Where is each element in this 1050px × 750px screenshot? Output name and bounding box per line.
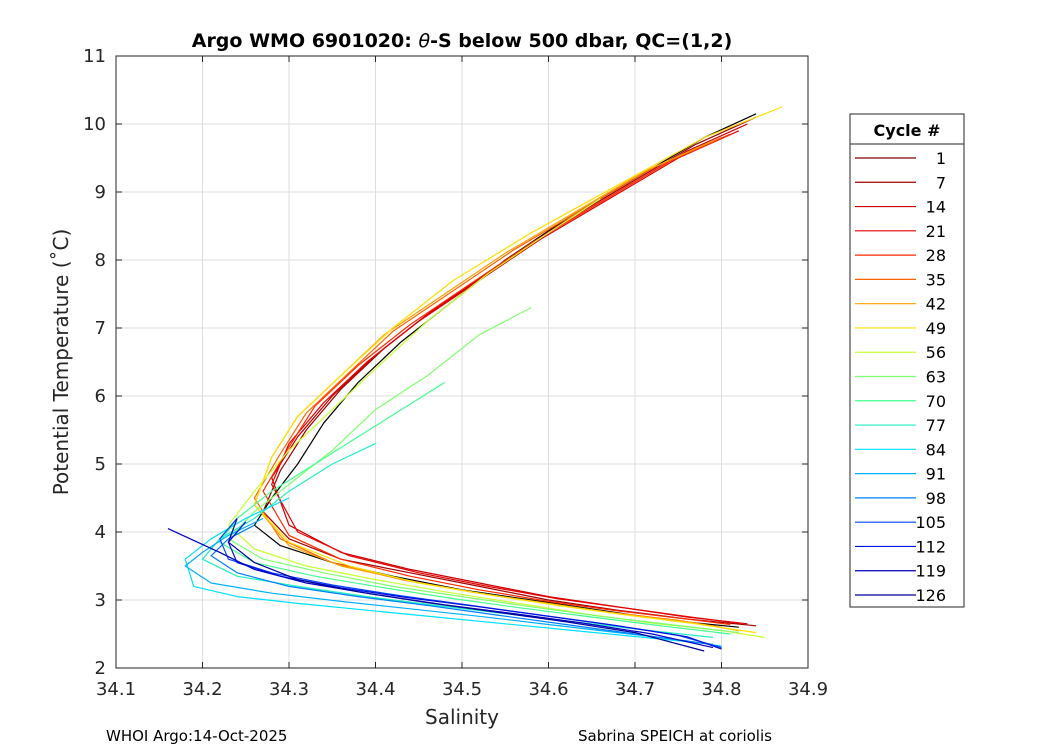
legend-label-cycle-84: 84	[926, 440, 946, 459]
footer-left: WHOI Argo:14-Oct-2025	[106, 727, 287, 745]
x-tick-label: 34.9	[788, 679, 828, 700]
legend-entries: 1 7 14 21 28 35 42 49 56 63 70 77 84 91 98 105 112 119 126	[855, 149, 946, 605]
y-tick-labels: 2 3 4 5 6 7 8 9 10 11	[83, 46, 106, 679]
legend-label-cycle-126: 126	[915, 586, 946, 605]
legend-label-cycle-105: 105	[915, 513, 946, 532]
legend-label-cycle-91: 91	[926, 465, 946, 484]
legend-label-cycle-112: 112	[915, 537, 946, 556]
chart-title-theta: θ	[418, 30, 430, 52]
legend-label-cycle-42: 42	[926, 295, 946, 314]
data-lines	[167, 106, 783, 652]
x-tick-labels: 34.1 34.2 34.3 34.4 34.5 34.6 34.7 34.8 34.9	[96, 679, 828, 700]
y-tick-label: 3	[95, 590, 106, 611]
x-tick-label: 34.2	[182, 679, 222, 700]
footer-right: Sabrina SPEICH at coriolis	[578, 727, 772, 745]
legend-label-cycle-35: 35	[926, 270, 946, 289]
y-tick-label: 8	[95, 250, 106, 271]
y-tick-label: 9	[95, 182, 106, 203]
y-tick-label: 6	[95, 386, 106, 407]
x-tick-label: 34.4	[355, 679, 395, 700]
series-line-cycle-98	[210, 524, 705, 645]
legend-label-cycle-28: 28	[926, 246, 946, 265]
legend-label-cycle-98: 98	[926, 489, 946, 508]
y-tick-label: 4	[95, 522, 106, 543]
y-tick-label: 5	[95, 454, 106, 475]
legend-label-cycle-56: 56	[926, 343, 946, 362]
series-line-cycle-91	[184, 517, 722, 647]
legend-label-cycle-70: 70	[926, 392, 946, 411]
x-tick-label: 34.7	[615, 679, 655, 700]
x-tick-label: 34.1	[96, 679, 136, 700]
legend-box	[849, 113, 965, 608]
x-tick-label: 34.6	[528, 679, 568, 700]
chart-title-suffix: -S below 500 dbar, QC=(1,2)	[430, 30, 732, 52]
series-line-cycle-63	[227, 307, 739, 634]
series-line-cycle-7	[262, 116, 757, 627]
series-line-cycle-1	[253, 113, 757, 628]
x-tick-label: 34.8	[701, 679, 741, 700]
x-tick-label: 34.3	[269, 679, 309, 700]
y-tick-label: 2	[95, 658, 106, 679]
y-tick-label: 11	[83, 46, 106, 67]
legend-label-cycle-14: 14	[926, 198, 946, 217]
y-tick-label: 10	[83, 114, 106, 135]
chart-title: Argo WMO 6901020: θ-S below 500 dbar, QC…	[192, 30, 733, 52]
series-line-cycle-112	[227, 521, 722, 650]
legend-label-cycle-7: 7	[936, 173, 946, 192]
axis-ticks	[115, 55, 809, 669]
legend: Cycle # 17142128354249566370778491981051…	[849, 113, 965, 608]
legend-title: Cycle #	[874, 121, 941, 140]
x-axis-label: Salinity	[425, 705, 499, 729]
legend-label-cycle-77: 77	[926, 416, 946, 435]
legend-label-cycle-119: 119	[915, 562, 946, 581]
legend-label-cycle-63: 63	[926, 368, 946, 387]
x-tick-label: 34.5	[442, 679, 482, 700]
series-line-cycle-21	[271, 130, 740, 624]
y-axis-label: Potential Temperature (˚C)	[49, 229, 73, 496]
legend-label-cycle-21: 21	[926, 222, 946, 241]
series-line-cycle-84	[184, 497, 713, 645]
y-tick-label: 7	[95, 318, 106, 339]
legend-label-cycle-49: 49	[926, 319, 946, 338]
legend-label-cycle-1: 1	[936, 149, 946, 168]
chart-title-prefix: Argo WMO 6901020:	[192, 30, 419, 52]
series-line-cycle-126	[227, 518, 705, 652]
